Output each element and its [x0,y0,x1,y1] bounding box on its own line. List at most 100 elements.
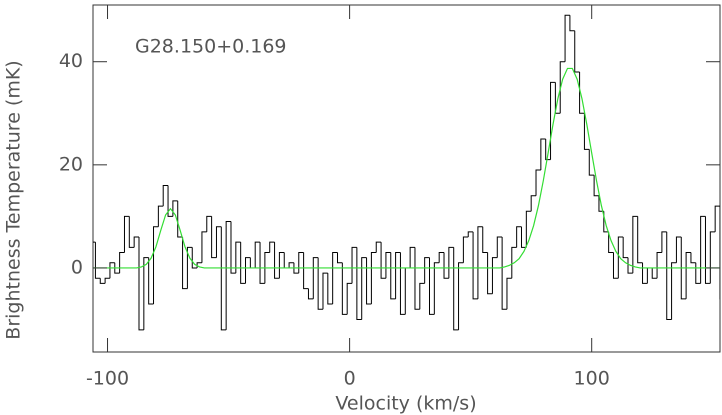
spectrum-channel [138,237,144,331]
spectrum-channel [307,288,314,300]
spectrum-channel [695,262,701,284]
spectrum-channel [419,282,425,310]
spectrum-channel [157,205,164,227]
spectrum-channel [380,242,386,279]
spectrum-channel [288,262,294,268]
spectrum-channel [491,257,498,294]
spectrum-channel [569,15,575,32]
spectrum-channel [477,226,483,299]
spectrum-channel [99,278,106,284]
spectrum-channel [249,257,256,269]
spectrum-channel [704,216,711,284]
spectrum-channel [462,236,469,263]
spectrum-channel [177,200,183,238]
spectrum-channel [583,113,590,150]
spectrum-channel [341,262,348,315]
spectrum-channel [303,252,309,290]
spectrum-channel [414,247,420,310]
spectrum-channel [680,237,687,300]
spectrum-channel [550,81,556,160]
spectrum-channel [516,226,522,248]
spectrum-channel [525,210,532,248]
spectrum-channel [458,262,464,330]
spectrum-channel [661,231,667,253]
spectrum-channel [385,251,391,279]
plot-frame [92,4,721,353]
spectrum-channel [356,247,362,321]
spectrum-channel [438,251,445,263]
spectrum-channel [700,215,706,284]
spectrum-channel [496,236,503,258]
y-tick-label: 20 [59,153,83,175]
spectrum-channel [404,267,411,315]
spectrum-channel [215,226,222,258]
spectrum-channel [206,215,212,232]
spectrum-channel [588,149,595,176]
spectrum-channel [283,252,290,269]
spectrum-channel [128,216,135,248]
spectrum-channel [535,169,541,196]
spectrum-channel [467,231,474,238]
spectrum-channel [361,257,367,320]
spectrum-channel [545,139,551,161]
spectrum-channel [201,231,207,263]
x-axis-label: Velocity (km/s) [335,393,476,415]
spectrum-channel [472,231,478,300]
y-tick-label: 0 [71,256,83,278]
spectrum-channel [671,262,677,320]
spectrum-channel [612,252,619,279]
spectrum-channel [375,241,382,253]
spectrum-channel [593,175,599,197]
spectrum-channel [337,252,343,264]
spectrum-channel [511,246,517,279]
plot-area [93,14,720,331]
spectrum-channel [690,252,696,264]
spectrum-channel [399,252,406,315]
spectrum-channel [603,211,609,233]
spectrum-channel [254,241,261,268]
spectrum-channel [487,252,493,295]
spectrum-channel [656,251,662,279]
spectrum-channel [327,273,333,305]
spectrum-channel [409,246,415,268]
spectrum-channel [278,251,285,279]
spectrum-channel [627,257,633,274]
spectrum-channel [520,226,527,248]
spectrum-channel [322,272,328,310]
spectrum-channel [269,241,275,253]
spectrum-channel [259,242,265,284]
spectrum-channel [104,277,110,284]
spectrum-channel [714,205,720,232]
spectrum-channel [559,61,566,114]
spectrum-channel [240,242,246,284]
spectrum-channel [211,216,217,259]
spectrum-channel [646,267,653,284]
spectrum-channel [433,262,440,315]
spectrum-channel [443,252,449,279]
spectrum-channel [564,14,570,62]
spectrum-channel [424,257,430,284]
spectrum-channel [148,257,154,305]
spectrum-channel [162,184,169,207]
spectrum-channel [332,251,338,305]
spectrum-channel [235,241,241,274]
spectrum-channel [637,216,643,264]
y-tick-label: 40 [59,50,83,72]
spectrum-channel [642,262,648,284]
spectrum-channel [225,221,231,330]
spectrum-channel [274,242,280,279]
spectrum-channel [579,72,585,114]
spectrum-channel [264,251,270,284]
spectrum-channel [182,237,188,290]
spectrum-channel [312,257,319,299]
spectrum-channel [453,247,459,331]
spectrum-channel [143,257,149,330]
fit-line [93,67,720,269]
spectrum-channel [298,251,304,274]
spectrum-channel [709,231,716,284]
spectrum-channel [133,236,139,248]
spectrum-channel [346,282,353,315]
spectrum-channel [448,246,454,279]
spectrum-channel [351,246,357,284]
spectrum-channel [574,30,580,73]
